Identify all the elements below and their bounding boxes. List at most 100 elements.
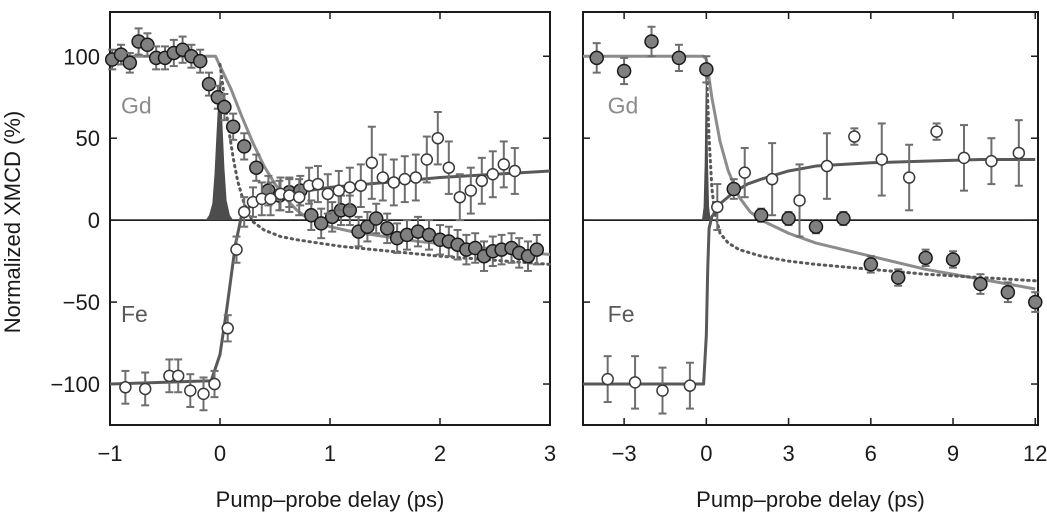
right-gd-data-point [1028,294,1043,310]
right-fe-data-point [601,372,614,386]
left-fe-data-point [486,168,500,181]
left-fe-data-point [475,174,489,188]
right-fe-data-point [656,384,669,397]
right-pump-pulse [701,56,711,221]
left-gd-data-point [249,160,264,175]
left-pump-pulse [205,72,234,221]
left-gd-data-point [140,37,155,53]
right-gd-data-point [616,63,632,79]
right-plot-frame [582,11,1039,426]
left-y-tick-label: 100 [63,44,100,69]
right-gd-data-point [726,181,742,197]
left-fe-data-point [321,187,335,201]
left-annotation-gd: Gd [121,93,152,119]
left-panel: −1 0 1 2 3 −100 −50 0 50 100 Pump–probe delay (ps)… [50,11,556,512]
right-gd-data-point [863,257,879,272]
left-fe-data-point [365,156,379,170]
left-y-tick-label: 50 [76,126,100,151]
right-fe-data-point [957,151,971,165]
left-fe-data-point [283,189,296,202]
left-fe-data-point [184,384,197,397]
right-fe-data-point [711,200,724,214]
right-fe-data-point [820,159,834,173]
left-fe-data-point [354,179,368,192]
right-fe-data-point [793,194,806,207]
left-fe-data-point [221,322,234,335]
left-fe-data-point [292,190,306,204]
left-fe-data-point [264,192,277,206]
right-gd-data-point [781,211,796,226]
right-fe-data-point [1012,146,1026,160]
left-fe-data-point [197,387,210,401]
left-fe-data-point [420,153,434,166]
left-fe-data-point [208,377,221,391]
left-fe-data-point [464,184,478,197]
right-fit-line [583,54,1036,291]
left-fe-data-point [497,158,511,171]
right-gd-data-point [836,211,851,226]
left-fe-data-point [376,171,390,184]
left-x-tick-label: 2 [434,441,446,466]
left-x-tick-label: 1 [324,441,336,466]
left-gd-data-point [313,216,329,231]
left-gd-data-point [368,211,384,226]
right-fe-data-point [628,376,642,389]
right-x-axis-label: Pump–probe delay (ps) [696,487,925,512]
left-x-axis-label: Pump–probe delay (ps) [216,487,445,512]
right-fe-data-point [902,171,916,184]
right-fe-data-point [930,125,943,138]
left-fe-data-point [311,177,325,191]
right-x-tick-label: 9 [947,441,959,466]
right-gd-data-point [945,252,961,267]
left-x-tick-label: 0 [214,441,226,466]
left-fe-data-point [237,205,251,219]
left-gd-data-point [360,219,375,234]
left-fe-data-point [387,176,401,189]
right-gd-data-point [918,250,933,266]
right-gd-data-point [699,62,714,77]
left-fe-data-point [119,381,132,394]
y-axis-label: Normalized XMCD (%) [0,111,25,333]
left-gd-data-point [529,242,545,257]
right-x-tick-label: −3 [612,441,637,466]
left-fe-data-point [398,172,412,186]
right-annotation-fe: Fe [608,301,635,327]
right-gd-data-point [890,270,906,285]
right-x-tick-label: 12 [1023,441,1047,466]
right-gd-data-point [753,207,769,223]
right-x-tick-label: 0 [700,441,712,466]
left-y-tick-label: −50 [63,290,100,315]
left-gd-data-point [236,139,252,154]
right-gd-data-point [973,276,988,292]
left-x-tick-label: −1 [97,441,122,466]
right-fe-data-point [738,166,751,179]
left-fe-data-point [508,164,522,178]
right-gd-data-point [671,50,687,66]
right-gd-data-point [808,219,824,234]
right-x-tick-label: 3 [782,441,794,466]
left-fe-data-point [230,243,243,256]
right-dotted-fit-line [704,62,1037,283]
left-annotation-fe: Fe [121,301,148,327]
left-fe-data-point [171,369,185,383]
left-gd-data-point [217,99,232,115]
left-fe-data-point [409,171,423,184]
right-gd-data-point [589,50,604,66]
left-fe-data-point [138,382,152,396]
left-fe-data-point [431,131,445,145]
left-fit-line [110,54,551,257]
right-fe-data-point [875,153,889,166]
right-fe-data-point [848,130,861,143]
left-y-tick-label: 0 [88,208,100,233]
left-gd-data-point [122,55,138,71]
left-gd-data-point [304,207,319,223]
left-x-tick-label: 3 [544,441,556,466]
right-gd-data-point [644,34,659,49]
right-x-tick-label: 6 [865,441,877,466]
left-fe-data-point [343,181,357,194]
left-y-tick-label: −100 [50,372,100,397]
right-fit-line [583,158,1036,386]
left-gd-data-point [379,221,395,236]
right-fe-data-point [765,172,779,186]
